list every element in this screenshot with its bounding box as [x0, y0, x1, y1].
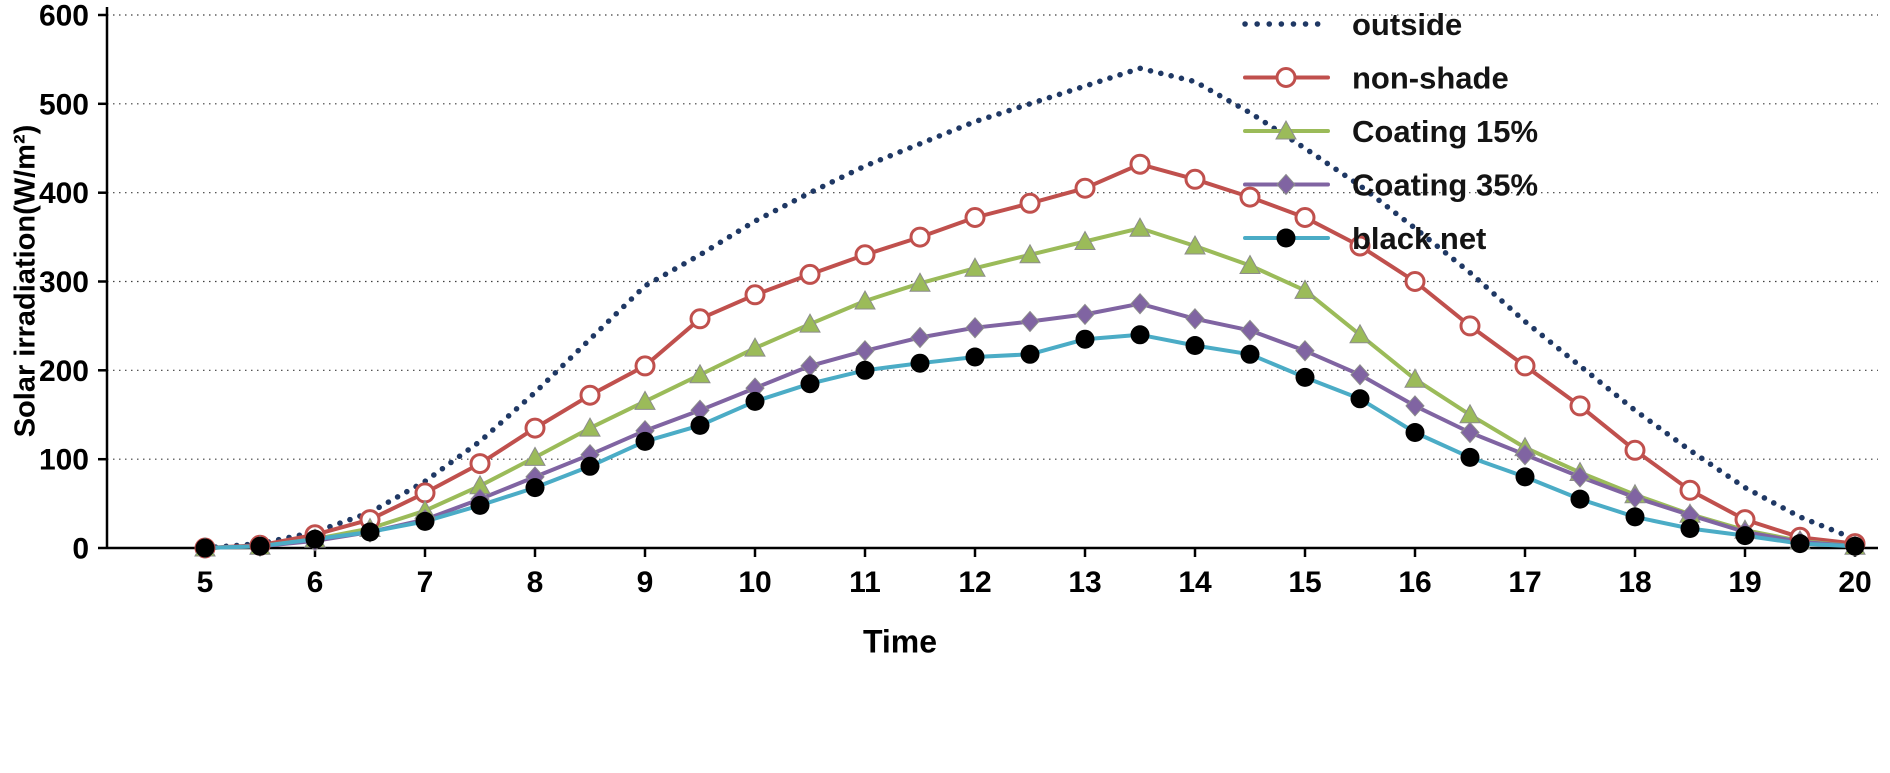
legend-label-black-net: black net: [1352, 221, 1486, 256]
x-tick-label: 16: [1398, 566, 1431, 599]
x-tick-label: 14: [1178, 566, 1212, 599]
axes: 0 100 200 300 400 500 600 5 6 7 8 9 10 11 12 13 14 15 16 17…: [39, 0, 1878, 599]
legend-item-outside: outside: [1242, 7, 1462, 42]
x-axis-title: Time: [862, 623, 938, 660]
y-tick-label: 100: [39, 444, 89, 477]
x-tick-label: 5: [197, 566, 214, 599]
x-tick-label: 10: [738, 566, 771, 599]
legend-label-coating-15: Coating 15%: [1352, 114, 1538, 149]
x-tick-label: 13: [1068, 566, 1101, 599]
x-tick-label: 9: [637, 566, 654, 599]
gridlines: [107, 14, 1878, 460]
legend-item-coating-35: Coating 35%: [1243, 167, 1538, 202]
y-tick-label: 0: [72, 533, 89, 566]
y-tick-label: 600: [39, 0, 89, 33]
x-tick-label: 20: [1838, 566, 1871, 599]
x-tick-label: 19: [1728, 566, 1761, 599]
x-tick-label: 8: [527, 566, 544, 599]
x-tick-label: 15: [1288, 566, 1321, 599]
x-tick-label: 12: [958, 566, 991, 599]
series-markers-black-net: [195, 325, 1865, 558]
x-tick-label: 17: [1508, 566, 1541, 599]
x-tick-label: 11: [849, 566, 881, 599]
legend-item-coating-15: Coating 15%: [1243, 114, 1538, 149]
series-line-outside: [202, 65, 1858, 551]
legend-label-coating-35: Coating 35%: [1352, 167, 1538, 202]
legend-item-non-shade: non-shade: [1243, 60, 1509, 95]
y-tick-label: 500: [39, 88, 89, 121]
y-tick-label: 200: [39, 355, 89, 388]
y-tick-label: 300: [39, 266, 89, 299]
y-axis-title: Solar irradiation(W/m²): [9, 124, 42, 438]
legend-label-non-shade: non-shade: [1352, 60, 1509, 95]
x-tick-label: 6: [307, 566, 324, 599]
series-markers-coating-35: [195, 292, 1865, 559]
legend-item-black-net: black net: [1243, 221, 1486, 256]
legend: outside non-shade Coating 15% Coating 35% bl…: [1242, 7, 1538, 256]
y-tick-label: 400: [39, 177, 89, 210]
x-tick-label: 18: [1618, 566, 1651, 599]
x-tick-label: 7: [417, 566, 434, 599]
series-markers-coating-15: [194, 217, 1866, 557]
series-line-black-net: [203, 332, 1857, 550]
legend-label-outside: outside: [1352, 7, 1462, 42]
